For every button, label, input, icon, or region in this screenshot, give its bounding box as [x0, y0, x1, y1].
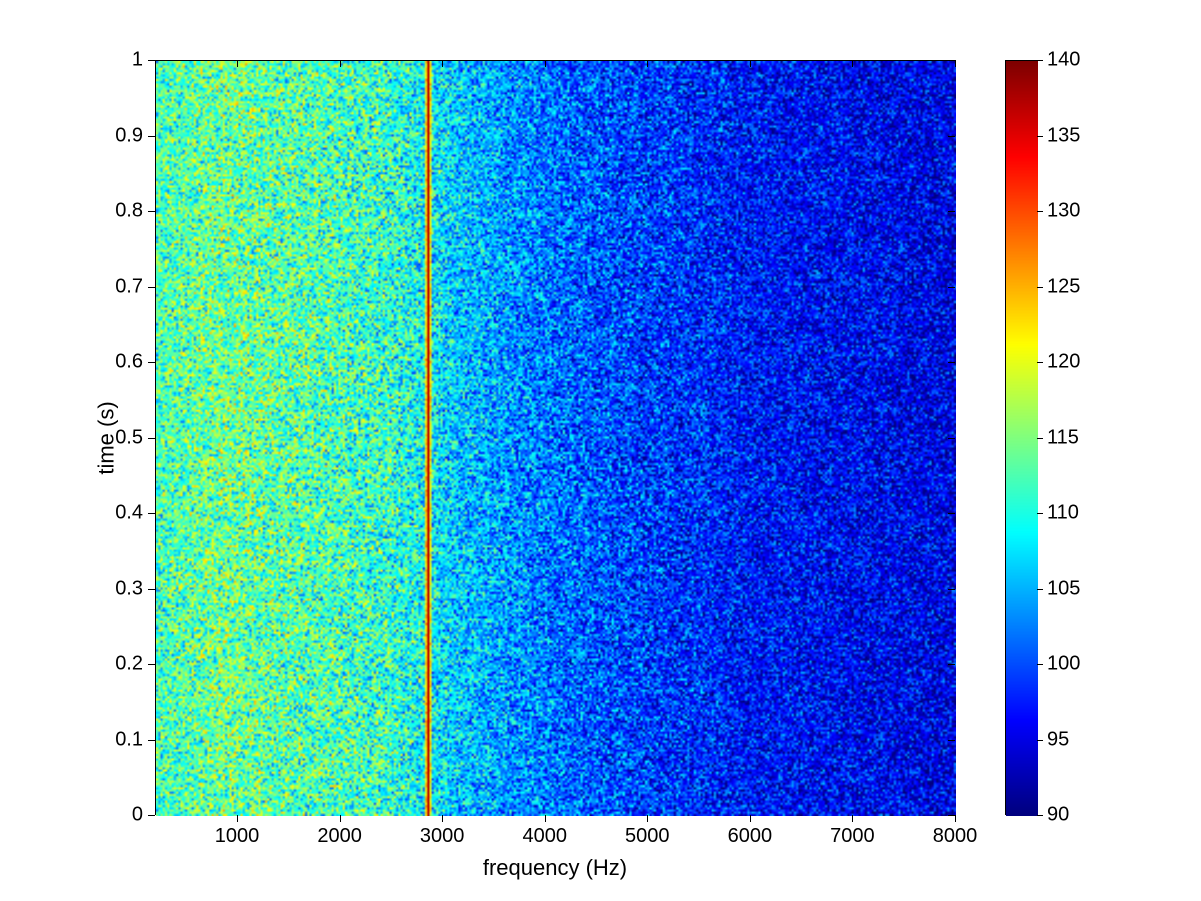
y-tick — [948, 589, 955, 590]
y-tick-label: 0.7 — [115, 275, 143, 298]
y-tick — [948, 513, 955, 514]
colorbar-tick-label: 105 — [1047, 577, 1080, 600]
y-tick-label: 0.8 — [115, 200, 143, 223]
x-tick — [647, 60, 648, 67]
colorbar-tick-label: 140 — [1047, 49, 1080, 72]
x-tick-label: 4000 — [522, 825, 567, 848]
y-tick — [948, 287, 955, 288]
x-tick-label: 7000 — [830, 825, 875, 848]
colorbar-tick — [1037, 740, 1043, 741]
y-tick — [948, 60, 955, 61]
y-tick — [148, 287, 155, 288]
x-tick — [647, 815, 648, 822]
x-axis-label: frequency (Hz) — [483, 855, 627, 881]
y-tick-label: 0.2 — [115, 653, 143, 676]
colorbar-tick-label: 95 — [1047, 728, 1069, 751]
x-tick — [442, 815, 443, 822]
colorbar-tick-label: 125 — [1047, 275, 1080, 298]
y-tick-label: 0.9 — [115, 124, 143, 147]
colorbar-tick — [1037, 438, 1043, 439]
x-tick — [852, 60, 853, 67]
y-tick — [948, 438, 955, 439]
y-tick — [148, 362, 155, 363]
colorbar-tick — [1037, 287, 1043, 288]
colorbar-tick — [1037, 136, 1043, 137]
y-tick — [948, 815, 955, 816]
colorbar-tick-label: 120 — [1047, 351, 1080, 374]
colorbar-tick-label: 90 — [1047, 804, 1069, 827]
x-tick — [237, 60, 238, 67]
colorbar-gradient — [1006, 61, 1038, 816]
y-tick-label: 0.1 — [115, 728, 143, 751]
x-tick — [340, 60, 341, 67]
y-tick — [148, 664, 155, 665]
y-tick — [148, 438, 155, 439]
x-tick — [750, 815, 751, 822]
x-tick-label: 3000 — [420, 825, 465, 848]
x-tick-label: 1000 — [215, 825, 260, 848]
y-tick — [148, 211, 155, 212]
colorbar-tick-label: 115 — [1047, 426, 1079, 449]
y-tick — [948, 362, 955, 363]
colorbar-tick-label: 135 — [1047, 124, 1080, 147]
y-tick — [148, 815, 155, 816]
x-tick — [545, 60, 546, 67]
x-tick-label: 2000 — [317, 825, 362, 848]
colorbar-tick-label: 100 — [1047, 653, 1080, 676]
figure: frequency (Hz) time (s) 1000200030004000… — [0, 0, 1201, 901]
x-tick — [237, 815, 238, 822]
y-tick — [948, 211, 955, 212]
x-tick-label: 8000 — [933, 825, 978, 848]
x-tick-label: 6000 — [728, 825, 773, 848]
colorbar-tick — [1037, 60, 1043, 61]
x-tick — [852, 815, 853, 822]
y-tick-label: 0 — [132, 804, 143, 827]
colorbar-tick — [1037, 815, 1043, 816]
y-tick — [948, 664, 955, 665]
spectrogram-heatmap — [156, 61, 956, 816]
x-tick — [955, 815, 956, 822]
y-tick — [148, 513, 155, 514]
y-tick-label: 0.4 — [115, 502, 143, 525]
colorbar-tick — [1037, 664, 1043, 665]
y-tick-label: 0.6 — [115, 351, 143, 374]
colorbar-tick — [1037, 513, 1043, 514]
x-tick — [340, 815, 341, 822]
y-tick — [948, 740, 955, 741]
x-tick — [442, 60, 443, 67]
colorbar-tick — [1037, 362, 1043, 363]
y-tick — [148, 740, 155, 741]
x-tick — [545, 815, 546, 822]
colorbar-tick-label: 130 — [1047, 200, 1080, 223]
y-tick-label: 0.3 — [115, 577, 143, 600]
y-tick — [948, 136, 955, 137]
y-tick — [148, 589, 155, 590]
colorbar-tick — [1037, 589, 1043, 590]
spectrogram-axes — [155, 60, 955, 815]
x-tick — [750, 60, 751, 67]
colorbar-tick — [1037, 211, 1043, 212]
y-tick — [148, 60, 155, 61]
x-tick — [955, 60, 956, 67]
y-tick-label: 1 — [132, 49, 143, 72]
y-tick-label: 0.5 — [115, 426, 143, 449]
x-tick-label: 5000 — [625, 825, 670, 848]
y-tick — [148, 136, 155, 137]
colorbar-axes — [1005, 60, 1037, 815]
colorbar-tick-label: 110 — [1047, 502, 1079, 525]
